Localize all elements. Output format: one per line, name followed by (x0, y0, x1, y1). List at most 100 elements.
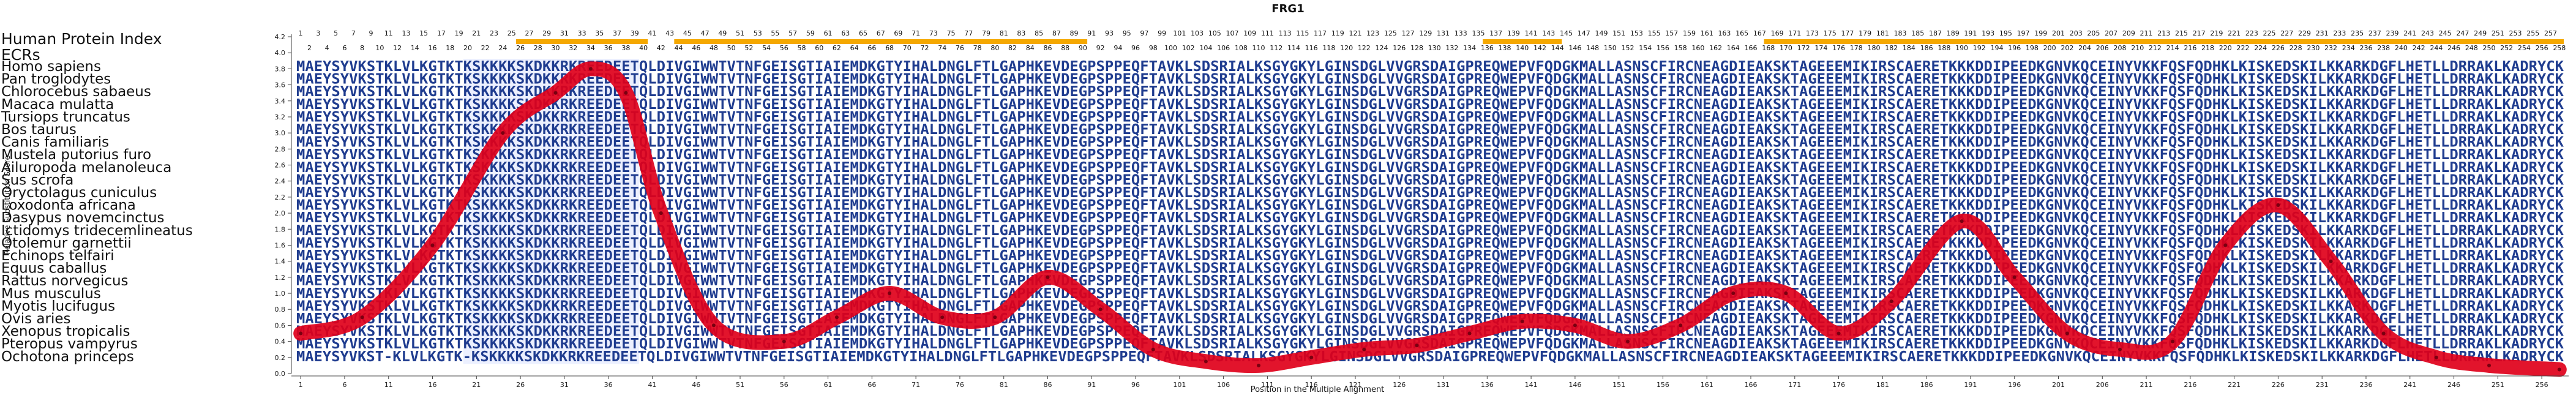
index-134: 134 (1463, 44, 1476, 52)
curve-point-6 (624, 91, 628, 95)
index-17: 17 (437, 29, 446, 37)
index-113: 113 (1279, 29, 1292, 37)
curve-point-5 (588, 67, 593, 71)
index-46: 46 (692, 44, 700, 52)
x-tick-label-23: 116 (1305, 381, 1318, 389)
y-tick-label-2: 0.4 (275, 338, 286, 346)
index-34: 34 (586, 44, 595, 52)
index-219: 219 (2210, 29, 2223, 37)
index-242: 242 (2413, 44, 2425, 52)
species-label-4: Tursiops truncatus (1, 109, 130, 125)
index-201: 201 (2052, 29, 2065, 37)
index-207: 207 (2105, 29, 2117, 37)
index-231: 231 (2316, 29, 2329, 37)
x-tick-label-38: 191 (1964, 381, 1977, 389)
index-224: 224 (2254, 44, 2267, 52)
x-tick-label-14: 71 (912, 381, 920, 389)
index-235: 235 (2351, 29, 2364, 37)
index-170: 170 (1780, 44, 1792, 52)
index-165: 165 (1735, 29, 1748, 37)
ecr-bar-0 (515, 39, 648, 44)
x-tick-label-17: 86 (1043, 381, 1052, 389)
index-48: 48 (710, 44, 718, 52)
index-145: 145 (1560, 29, 1573, 37)
index-256: 256 (2536, 44, 2548, 52)
index-track: 1234567891011121314151617181920212223242… (299, 29, 2566, 52)
index-191: 191 (1964, 29, 1977, 37)
index-88: 88 (1061, 44, 1069, 52)
index-143: 143 (1542, 29, 1555, 37)
x-tick-label-39: 196 (2008, 381, 2021, 389)
index-57: 57 (788, 29, 797, 37)
index-190: 190 (1955, 44, 1968, 52)
x-tick-label-12: 61 (824, 381, 833, 389)
x-tick-label-9: 46 (692, 381, 700, 389)
index-4: 4 (325, 44, 329, 52)
y-tick-label-19: 3.8 (275, 65, 286, 73)
x-tick-label-45: 226 (2272, 381, 2285, 389)
index-73: 73 (929, 29, 938, 37)
index-79: 79 (982, 29, 990, 37)
index-75: 75 (947, 29, 956, 37)
x-tick-label-20: 101 (1173, 381, 1186, 389)
curve-point-32 (2012, 275, 2016, 279)
index-21: 21 (472, 29, 481, 37)
species-label-19: Myotis lucifugus (1, 298, 115, 314)
index-118: 118 (1322, 44, 1335, 52)
x-tick-label-5: 26 (516, 381, 525, 389)
index-154: 154 (1639, 44, 1652, 52)
index-222: 222 (2236, 44, 2249, 52)
index-158: 158 (1674, 44, 1687, 52)
index-184: 184 (1903, 44, 1915, 52)
index-194: 194 (1991, 44, 2004, 52)
index-223: 223 (2245, 29, 2258, 37)
species-label-10: Oryctolagus cuniculus (1, 185, 157, 201)
species-label-18: Mus musculus (1, 286, 101, 302)
x-tick-label-1: 6 (342, 381, 346, 389)
y-tick-label-7: 1.4 (275, 258, 286, 266)
index-236: 236 (2359, 44, 2372, 52)
species-label-16: Equus caballus (1, 261, 107, 277)
index-6: 6 (342, 44, 346, 52)
sequence-row-7: MAEYSYVKSTKLVLKGTKTKSKKKKSKDKKRKREEDEETQ… (296, 147, 2564, 163)
index-98: 98 (1149, 44, 1158, 52)
x-tick-label-29: 146 (1568, 381, 1581, 389)
index-251: 251 (2492, 29, 2504, 37)
y-tick-label-8: 1.6 (275, 241, 286, 249)
index-100: 100 (1164, 44, 1177, 52)
species-label-8: Ailuropoda melanoleuca (1, 160, 171, 176)
index-18: 18 (446, 44, 454, 52)
index-5: 5 (334, 29, 338, 37)
index-252: 252 (2500, 44, 2513, 52)
curve-point-1 (360, 315, 364, 320)
index-125: 125 (1384, 29, 1397, 37)
index-206: 206 (2096, 44, 2109, 52)
curve-point-2 (430, 243, 435, 247)
x-tick-label-35: 176 (1832, 381, 1845, 389)
index-185: 185 (1911, 29, 1924, 37)
curve-point-41 (2487, 363, 2491, 367)
sequence-row-6: MAEYSYVKSTKLVLKGTKTKSKKKKSKDKKRKREEDEETQ… (296, 135, 2564, 151)
species-label-9: Sus scrofa (1, 172, 73, 188)
sequence-row-17: MAEYSYVKSTKLVLKGTKTKSKKKKSKDKKRKREEDEETQ… (296, 273, 2564, 289)
index-92: 92 (1096, 44, 1105, 52)
index-230: 230 (2307, 44, 2320, 52)
index-192: 192 (1973, 44, 1986, 52)
index-180: 180 (1868, 44, 1881, 52)
index-157: 157 (1665, 29, 1678, 37)
index-10: 10 (375, 44, 384, 52)
index-233: 233 (2333, 29, 2346, 37)
curve-point-26 (1679, 323, 1683, 328)
index-198: 198 (2026, 44, 2039, 52)
index-69: 69 (894, 29, 902, 37)
index-162: 162 (1709, 44, 1722, 52)
index-64: 64 (850, 44, 859, 52)
index-128: 128 (1410, 44, 1423, 52)
x-tick-label-18: 91 (1087, 381, 1096, 389)
index-37: 37 (613, 29, 621, 37)
index-234: 234 (2342, 44, 2355, 52)
index-33: 33 (578, 29, 586, 37)
x-tick-label-33: 166 (1745, 381, 1758, 389)
index-16: 16 (429, 44, 437, 52)
x-tick-label-0: 1 (299, 381, 303, 389)
